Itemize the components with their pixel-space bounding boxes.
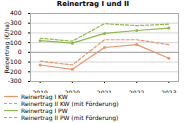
svg-text:2021: 2021 [97,89,112,93]
svg-text:2019: 2019 [33,89,48,93]
svg-text:Reinertrag (€/ha): Reinertrag (€/ha) [3,22,11,73]
svg-text:-300: -300 [8,77,22,84]
svg-text:300: 300 [10,19,22,26]
svg-text:200: 200 [10,29,22,36]
html-text:Reinertrag II KW (mit Förderun: Reinertrag II KW (mit Förderung) [21,100,119,107]
svg-text:-200: -200 [8,68,22,75]
svg-text:400: 400 [10,9,22,16]
html-text:Reinertrag II PW (mit Förderun: Reinertrag II PW (mit Förderung) [21,114,119,121]
html-text:Reinertrag I KW: Reinertrag I KW [21,93,68,100]
svg-text:2022: 2022 [129,89,144,93]
svg-text:2023: 2023 [161,89,176,93]
svg-text:100: 100 [10,39,22,46]
svg-text:-100: -100 [8,58,22,65]
html-text:Reinertrag I und II: Reinertrag I und II [56,0,130,8]
svg-text:0: 0 [18,48,22,55]
html-text:Reinertrag I PW: Reinertrag I PW [21,107,68,114]
svg-text:2020: 2020 [65,89,80,93]
